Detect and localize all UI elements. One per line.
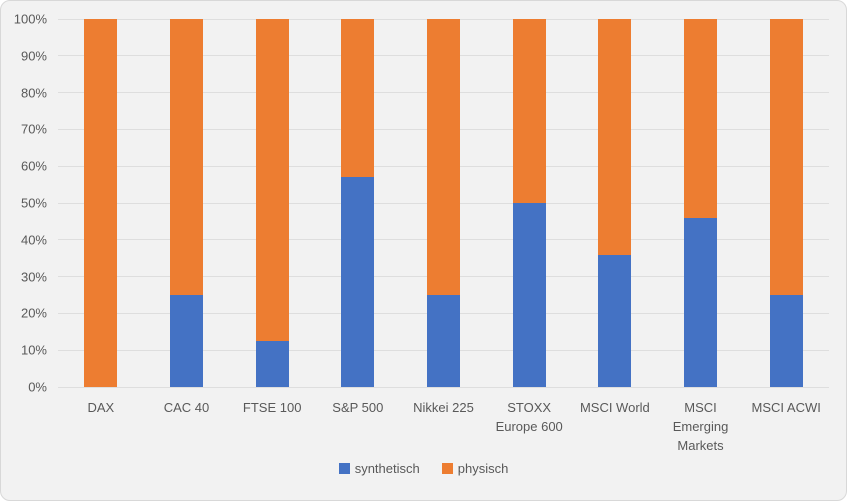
gridline [58, 386, 829, 388]
bar-segment-synthetisch [170, 295, 203, 387]
x-axis-category-label-text: S&P 500 [332, 400, 384, 415]
y-axis-tick-label: 20% [20, 305, 47, 321]
bar-segment-synthetisch [427, 295, 461, 387]
legend-swatch-physisch [441, 463, 453, 474]
bars-layer [58, 19, 829, 387]
y-axis-tick-label: 10% [20, 342, 47, 358]
legend-label: physisch [457, 461, 509, 476]
x-axis-category-label-text: DAX [87, 400, 115, 415]
y-axis-tick-label: 100% [13, 11, 47, 27]
x-axis-labels: DAX CAC 40 FTSE 100 S&P 500 Nikkei 225 STOXX … [58, 399, 829, 456]
bar-segment-synthetisch [341, 177, 375, 387]
x-axis-category-label: Nikkei 225 [401, 399, 487, 456]
bar-segment-physisch [769, 19, 803, 295]
legend-swatch-synthetisch [338, 463, 350, 474]
bar-slot [572, 19, 658, 387]
x-axis-category-label-text: Nikkei 225 [413, 400, 474, 415]
x-axis-category-label-text: CAC 40 [163, 400, 210, 415]
x-axis-category-label-text: FTSE 100 [242, 400, 302, 415]
bar-segment-physisch [427, 19, 461, 295]
y-axis-tick-label: 0% [28, 379, 47, 395]
stacked-bar [598, 19, 632, 387]
x-axis-category-label: MSCI World [572, 399, 658, 456]
legend-label: synthetisch [354, 461, 420, 476]
bar-segment-synthetisch [598, 254, 632, 387]
stacked-bar [684, 19, 718, 387]
stacked-bar [341, 19, 375, 387]
y-axis-labels: 100% 90% 80% 70% 60% 50% 40% 30% 20% 10% 0% [1, 12, 47, 395]
y-axis-tick-label: 70% [20, 121, 47, 137]
bar-slot [144, 19, 230, 387]
bar-segment-synthetisch [769, 295, 803, 387]
x-axis-category-label-text: MSCI World [579, 400, 650, 415]
bar-segment-physisch [684, 19, 718, 218]
y-axis-tick-label: 50% [20, 195, 47, 211]
y-axis-tick-label: 80% [20, 85, 47, 101]
x-axis-category-label-text: MSCI ACWI [751, 400, 821, 415]
legend-item-physisch: physisch [441, 461, 509, 476]
x-axis-category-label: S&P 500 [315, 399, 401, 456]
bar-slot [486, 19, 572, 387]
x-axis-category-label: CAC 40 [144, 399, 230, 456]
bar-slot [58, 19, 144, 387]
x-axis-category-label-text: MSCI Emerging Markets [672, 400, 729, 453]
stacked-bar [84, 19, 118, 387]
stacked-bar [427, 19, 461, 387]
legend-item-synthetisch: synthetisch [338, 461, 420, 476]
bar-slot [658, 19, 744, 387]
bar-slot [743, 19, 829, 387]
stacked-bar [255, 19, 289, 387]
stacked-bar [512, 19, 546, 387]
x-axis-category-label: FTSE 100 [229, 399, 315, 456]
bar-segment-physisch [84, 19, 118, 387]
bar-segment-synthetisch [512, 203, 546, 387]
bar-segment-physisch [255, 19, 289, 341]
bar-segment-physisch [598, 19, 632, 255]
plot-area [58, 18, 829, 388]
bar-slot [315, 19, 401, 387]
bar-segment-physisch [512, 19, 546, 203]
x-axis-category-label: MSCI Emerging Markets [658, 399, 744, 456]
y-axis-tick-label: 30% [20, 269, 47, 285]
legend: synthetisch physisch [1, 461, 846, 476]
stacked-bar [769, 19, 803, 387]
x-axis-category-label: DAX [58, 399, 144, 456]
y-axis-tick-label: 90% [20, 48, 47, 64]
bar-slot [229, 19, 315, 387]
y-axis-tick-label: 40% [20, 232, 47, 248]
x-axis-category-label: MSCI ACWI [743, 399, 829, 456]
bar-segment-physisch [341, 19, 375, 178]
bar-segment-physisch [170, 19, 203, 295]
bar-slot [401, 19, 487, 387]
stacked-bar [170, 19, 203, 387]
bar-segment-synthetisch [255, 341, 289, 387]
x-axis-category-label: STOXX Europe 600 [486, 399, 572, 456]
x-axis-category-label-text: STOXX Europe 600 [495, 400, 563, 434]
bar-segment-synthetisch [684, 217, 718, 387]
y-axis-tick-label: 60% [20, 158, 47, 174]
